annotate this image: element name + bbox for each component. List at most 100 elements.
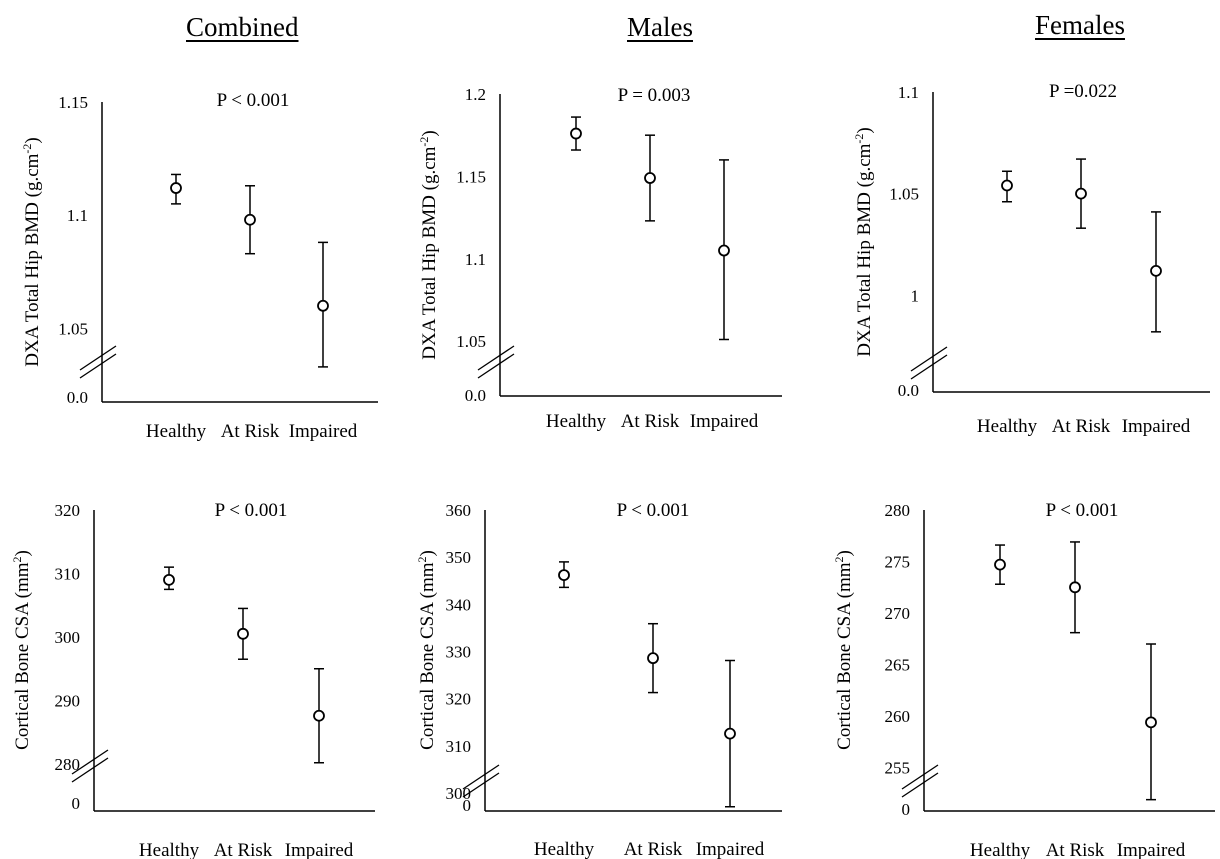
axis-break-mark [477,345,515,371]
axis-break-mark [901,772,939,798]
y-break-label: 0.0 [67,388,88,407]
column-title-males: Males [627,12,693,42]
y-tick-label: 260 [885,707,911,726]
y-tick-label: 300 [55,628,81,647]
y-tick-label: 330 [446,643,472,662]
p-value-annotation: P < 0.001 [1046,500,1119,521]
panel-males-bmd: 1.05 1.1 1.15 1.2 0.0 DXA Total Hip BMD (g.cm… [417,85,782,432]
y-tick-label: 1.1 [898,83,919,102]
axis-break-mark [477,353,515,379]
axis-break-mark [79,353,117,379]
y-tick-label: 255 [885,759,911,778]
panel-combined-bmd: 1.05 1.1 1.15 0.0 DXA Total Hip BMD (g.cm-2)… [20,90,378,442]
mean-marker [570,127,582,140]
y-tick-label: 280 [55,755,81,774]
y-tick-label: 310 [446,737,472,756]
y-break-label: 0.0 [465,386,486,405]
mean-marker [1150,264,1162,277]
panel-females-bmd: 1 1.05 1.1 0.0 DXA Total Hip BMD (g.cm-2) P =… [852,81,1210,437]
mean-marker [1069,581,1081,594]
y-tick-label: 275 [885,553,911,572]
y-tick-label: 320 [446,690,472,709]
panel-females-csa: 255 260 265 270 275 280 0 Cortical Bone CSA (mm… [832,500,1215,859]
x-category-label: At Risk [214,840,273,859]
y-tick-label: 265 [885,656,911,675]
y-axis-label: DXA Total Hip BMD (g.cm-2) [852,127,875,356]
axis-break-mark [79,345,117,371]
x-category-label: Impaired [690,411,759,432]
y-tick-label: 340 [446,595,472,614]
x-category-label: Impaired [1122,416,1191,437]
p-value-annotation: P < 0.001 [215,500,288,521]
y-break-label: 0 [463,796,472,815]
y-axis-label: Cortical Bone CSA (mm2) [832,550,855,750]
axis-break-mark [910,346,948,372]
p-value-annotation: P < 0.001 [217,90,290,111]
y-axis-label: DXA Total Hip BMD (g.cm-2) [417,130,440,359]
axis-break-mark [910,354,948,380]
p-value-annotation: P = 0.003 [618,85,691,106]
x-category-label: Healthy [970,840,1031,859]
x-category-label: Healthy [534,839,595,859]
x-category-label: Impaired [1117,840,1186,859]
x-category-label: Healthy [146,421,207,442]
axis-break-mark [71,749,109,775]
x-category-label: Impaired [285,840,354,859]
panel-combined-csa: 280 290 300 310 320 0 Cortical Bone CSA (mm2) P… [10,500,375,859]
column-title-combined: Combined [186,12,299,42]
x-category-label: At Risk [1052,416,1111,437]
y-break-label: 0.0 [898,381,919,400]
mean-marker [558,569,570,582]
y-tick-label: 320 [55,501,81,520]
y-tick-label: 1.05 [889,185,919,204]
y-tick-label: 1.05 [456,332,486,351]
x-category-label: At Risk [621,411,680,432]
y-tick-label: 350 [446,548,472,567]
y-tick-label: 1.1 [67,206,88,225]
y-tick-label: 1.15 [58,93,88,112]
y-tick-label: 1.2 [465,85,486,104]
x-category-label: At Risk [1046,840,1105,859]
y-break-label: 0 [902,800,911,819]
y-tick-label: 1.1 [465,250,486,269]
x-category-label: Healthy [139,840,200,859]
mean-marker [644,172,656,184]
y-tick-label: 1 [911,286,920,305]
axis-break-mark [462,772,500,798]
x-category-label: At Risk [221,421,280,442]
mean-marker [718,244,730,257]
axis-break-mark [901,764,939,790]
mean-marker [1145,716,1157,729]
x-category-label: Impaired [289,421,358,442]
y-break-label: 0 [72,794,81,813]
mean-marker [237,627,249,640]
panel-males-csa: 300 310 320 330 340 350 360 0 Cortical Bone CSA … [415,500,782,859]
mean-marker [1075,187,1087,200]
mean-marker [994,558,1006,571]
axis-break-mark [71,757,109,783]
y-axis-label: DXA Total Hip BMD (g.cm-2) [20,137,43,366]
x-category-label: Impaired [696,839,765,859]
y-tick-label: 290 [55,692,81,711]
y-axis-label: Cortical Bone CSA (mm2) [10,550,33,750]
mean-marker [163,573,175,586]
y-tick-label: 300 [446,784,472,803]
mean-marker [724,727,736,740]
mean-marker [1001,179,1013,192]
column-title-females: Females [1035,10,1125,40]
y-tick-label: 270 [885,604,911,623]
y-tick-label: 1.05 [58,319,88,338]
mean-marker [170,182,182,194]
y-tick-label: 360 [446,501,472,520]
mean-marker [313,709,325,722]
y-tick-label: 280 [885,501,911,520]
mean-marker [647,652,659,665]
y-tick-label: 310 [55,565,81,584]
y-axis-label: Cortical Bone CSA (mm2) [415,550,438,750]
mean-marker [244,213,256,226]
x-category-label: At Risk [624,839,683,859]
y-tick-label: 1.15 [456,167,486,186]
x-category-label: Healthy [546,411,607,432]
p-value-annotation: P < 0.001 [617,500,690,521]
